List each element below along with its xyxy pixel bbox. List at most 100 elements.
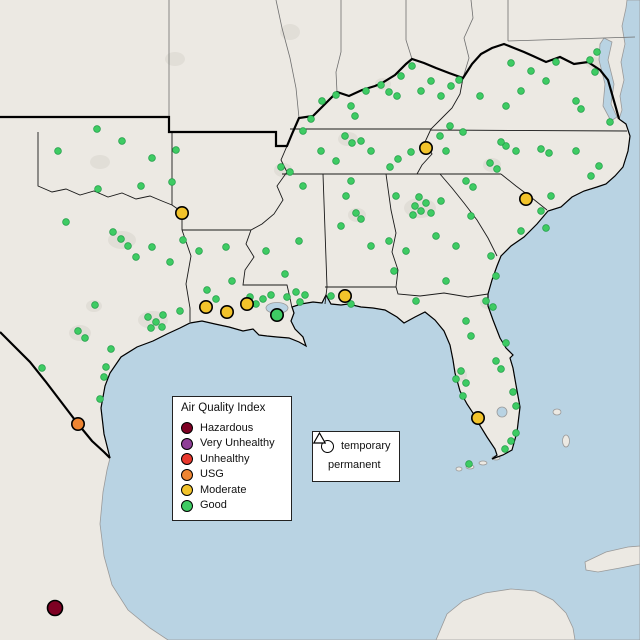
station-marker-good[interactable] <box>394 155 402 163</box>
station-marker-good[interactable] <box>327 292 335 300</box>
station-marker-good[interactable] <box>517 87 525 95</box>
station-marker-good[interactable] <box>118 137 126 145</box>
station-marker-good[interactable] <box>586 56 594 64</box>
station-marker-good[interactable] <box>492 272 500 280</box>
station-marker-good[interactable] <box>572 147 580 155</box>
station-marker-good[interactable] <box>262 247 270 255</box>
station-marker-good[interactable] <box>392 192 400 200</box>
station-marker-good[interactable] <box>427 209 435 217</box>
station-marker-good[interactable] <box>228 277 236 285</box>
station-marker-usg[interactable] <box>71 416 86 431</box>
station-marker-good[interactable] <box>152 318 160 326</box>
station-marker-good[interactable] <box>386 163 394 171</box>
station-marker-good[interactable] <box>299 182 307 190</box>
station-marker-good[interactable] <box>148 243 156 251</box>
station-marker-good[interactable] <box>352 209 360 217</box>
station-marker-good[interactable] <box>412 297 420 305</box>
station-marker-good[interactable] <box>402 247 410 255</box>
station-marker-good[interactable] <box>577 105 585 113</box>
station-marker-good[interactable] <box>512 429 520 437</box>
station-marker-good[interactable] <box>96 395 104 403</box>
station-marker-good[interactable] <box>397 72 405 80</box>
station-marker-good[interactable] <box>147 324 155 332</box>
station-marker-good[interactable] <box>357 137 365 145</box>
station-marker-good[interactable] <box>292 288 300 296</box>
station-marker-good[interactable] <box>502 339 510 347</box>
station-marker-good[interactable] <box>267 291 275 299</box>
station-marker-moderate[interactable] <box>337 288 352 303</box>
station-marker-good[interactable] <box>318 97 326 105</box>
station-marker-good[interactable] <box>222 243 230 251</box>
station-marker-good[interactable] <box>542 224 550 232</box>
station-marker-good[interactable] <box>595 162 603 170</box>
station-marker-good[interactable] <box>93 125 101 133</box>
station-marker-good[interactable] <box>367 242 375 250</box>
station-marker-good[interactable] <box>512 402 520 410</box>
station-marker-good[interactable] <box>497 138 505 146</box>
station-marker-good[interactable] <box>427 77 435 85</box>
station-marker-good[interactable] <box>296 298 304 306</box>
station-marker-good[interactable] <box>91 301 99 309</box>
station-marker-good[interactable] <box>509 388 517 396</box>
station-marker-good[interactable] <box>94 185 102 193</box>
station-marker-good[interactable] <box>492 357 500 365</box>
station-marker-good[interactable] <box>179 236 187 244</box>
station-marker-good[interactable] <box>269 307 284 322</box>
station-marker-good[interactable] <box>367 147 375 155</box>
station-marker-good[interactable] <box>482 297 490 305</box>
station-marker-moderate[interactable] <box>418 141 433 156</box>
station-marker-good[interactable] <box>357 215 365 223</box>
station-marker-good[interactable] <box>465 460 473 468</box>
station-marker-good[interactable] <box>552 58 560 66</box>
station-marker-good[interactable] <box>168 178 176 186</box>
station-marker-good[interactable] <box>436 132 444 140</box>
station-marker-good[interactable] <box>587 172 595 180</box>
station-marker-good[interactable] <box>442 147 450 155</box>
station-marker-good[interactable] <box>489 303 497 311</box>
station-marker-good[interactable] <box>172 146 180 154</box>
station-marker-good[interactable] <box>301 291 309 299</box>
station-marker-good[interactable] <box>166 258 174 266</box>
station-marker-good[interactable] <box>452 375 460 383</box>
station-marker-good[interactable] <box>537 145 545 153</box>
station-marker-good[interactable] <box>446 122 454 130</box>
station-marker-good[interactable] <box>317 147 325 155</box>
station-marker-good[interactable] <box>102 363 110 371</box>
station-marker-good[interactable] <box>469 183 477 191</box>
station-marker-good[interactable] <box>351 112 359 120</box>
station-marker-good[interactable] <box>341 132 349 140</box>
station-marker-good[interactable] <box>38 364 46 372</box>
station-marker-good[interactable] <box>159 311 167 319</box>
station-marker-moderate[interactable] <box>518 192 533 207</box>
station-marker-good[interactable] <box>362 87 370 95</box>
station-marker-good[interactable] <box>593 48 601 56</box>
station-marker-good[interactable] <box>459 128 467 136</box>
station-marker-good[interactable] <box>277 163 285 171</box>
station-marker-good[interactable] <box>497 365 505 373</box>
station-marker-moderate[interactable] <box>240 296 255 311</box>
station-marker-good[interactable] <box>283 293 291 301</box>
station-marker-good[interactable] <box>542 77 550 85</box>
station-marker-good[interactable] <box>54 147 62 155</box>
station-marker-good[interactable] <box>407 148 415 156</box>
station-marker-good[interactable] <box>332 157 340 165</box>
station-marker-good[interactable] <box>417 87 425 95</box>
station-marker-good[interactable] <box>437 197 445 205</box>
station-marker-good[interactable] <box>442 277 450 285</box>
station-marker-good[interactable] <box>527 67 535 75</box>
station-marker-good[interactable] <box>486 159 494 167</box>
station-marker-good[interactable] <box>591 68 599 76</box>
station-marker-good[interactable] <box>487 252 495 260</box>
station-marker-good[interactable] <box>195 247 203 255</box>
station-marker-good[interactable] <box>390 267 398 275</box>
station-marker-good[interactable] <box>385 88 393 96</box>
station-marker-good[interactable] <box>411 202 419 210</box>
station-marker-moderate[interactable] <box>220 304 235 319</box>
station-marker-good[interactable] <box>476 92 484 100</box>
station-marker-hazardous[interactable] <box>46 599 64 617</box>
station-marker-good[interactable] <box>409 211 417 219</box>
station-marker-good[interactable] <box>377 81 385 89</box>
station-marker-good[interactable] <box>144 313 152 321</box>
station-marker-good[interactable] <box>447 82 455 90</box>
station-marker-good[interactable] <box>462 379 470 387</box>
